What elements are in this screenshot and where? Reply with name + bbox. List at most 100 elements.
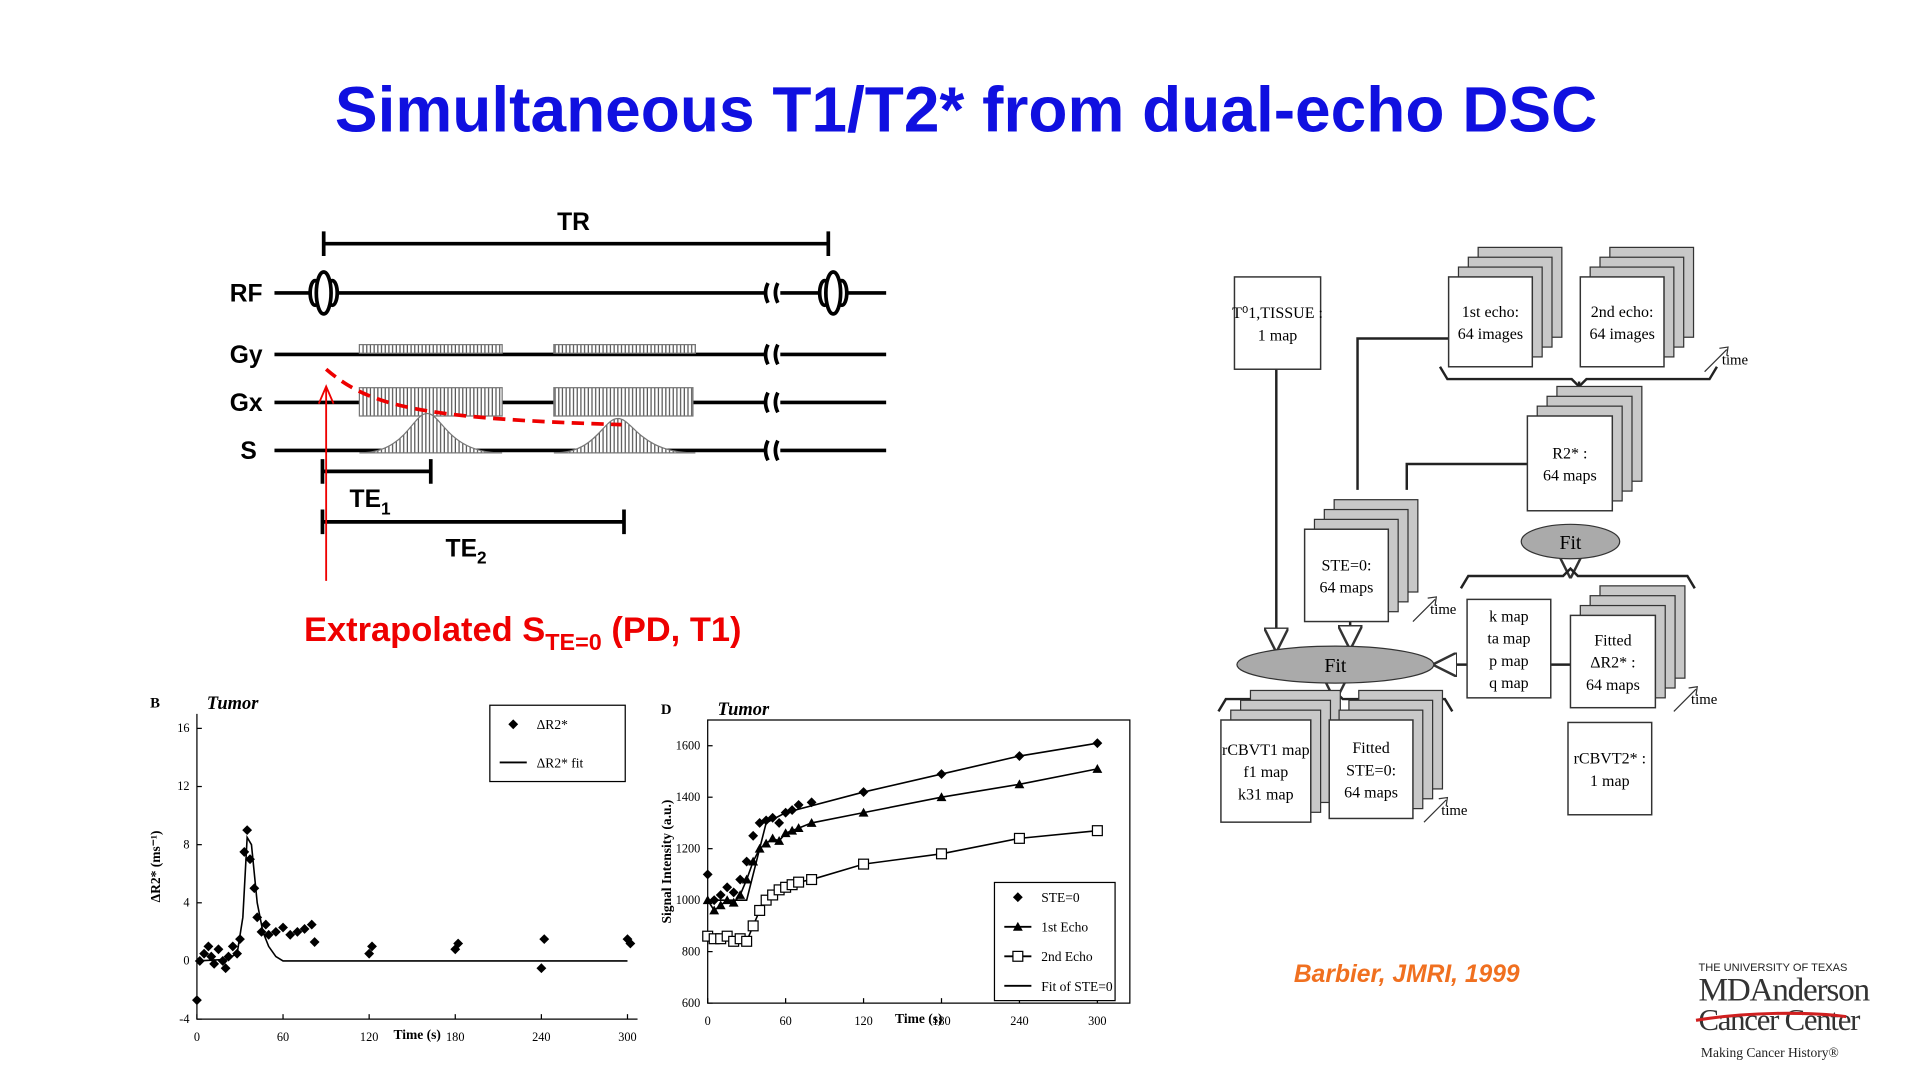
legend-box	[489, 704, 626, 783]
node-box	[1526, 415, 1614, 512]
x-axis-label: Time (s)	[394, 1027, 441, 1043]
marker	[260, 919, 271, 930]
te1-bar	[320, 459, 433, 484]
node-text: rCBVT1 map	[1222, 742, 1310, 759]
extrapolation-arrow	[317, 384, 335, 581]
timelines	[274, 291, 887, 453]
panel-label: B	[150, 696, 160, 712]
charts: B Tumor 0 60 120 180 240 300 -4 0 4 8 12 16 Time (s) ΔR…	[148, 693, 1131, 1044]
x-tick-label: 300	[1088, 1014, 1106, 1028]
y-axis-label: Signal Intensity (a.u.)	[659, 800, 675, 924]
series-line	[196, 834, 628, 962]
x-tick-label: 60	[277, 1030, 289, 1044]
node-text: 64 maps	[1344, 785, 1398, 802]
node-text: k map	[1489, 609, 1529, 626]
x-tick-label: 240	[1010, 1014, 1028, 1028]
node-text: STE=0:	[1346, 762, 1396, 779]
node-text: p map	[1489, 653, 1529, 670]
marker	[747, 920, 759, 932]
marker	[936, 792, 947, 802]
legend-label: ΔR2*	[537, 717, 568, 732]
marker	[203, 941, 214, 952]
y-tick-label: 800	[682, 944, 700, 958]
y-tick-label: 0	[183, 954, 189, 968]
marker	[213, 944, 224, 955]
marker	[728, 897, 739, 907]
logo-top: THE UNIVERSITY OF TEXAS	[1698, 962, 1847, 974]
echo	[553, 417, 696, 454]
fit-ellipse	[1236, 645, 1435, 684]
plot-title: Tumor	[718, 699, 770, 719]
te2-main: TE	[446, 535, 477, 562]
gy-label: Gy	[230, 342, 263, 369]
marker	[539, 934, 550, 945]
te2-sub: 2	[477, 548, 487, 568]
rf-label: RF	[230, 281, 263, 308]
axis	[707, 719, 1131, 1004]
sequence-diagram: TR RF Gy Gx S TE1 TE2	[230, 209, 590, 568]
rf-pulse	[314, 270, 333, 316]
marker	[299, 924, 310, 934]
y-axis-label: ΔR2* (ms⁻¹)	[148, 831, 164, 903]
series-line	[707, 742, 1098, 901]
node-box	[1569, 614, 1657, 709]
annotation-main: Extrapolated S	[304, 611, 545, 649]
rf-pulses	[308, 270, 849, 316]
plot: B Tumor 0 60 120 180 240 300 -4 0 4 8 12 16 Time (s) ΔR…	[148, 693, 638, 1044]
marker	[1092, 763, 1103, 773]
node-box	[1303, 528, 1390, 623]
fit-label: Fit	[1560, 532, 1582, 554]
x-tick-label: 0	[705, 1014, 711, 1028]
node-box	[1233, 276, 1322, 370]
marker	[453, 938, 464, 949]
marker	[748, 830, 759, 841]
x-tick-label: 120	[854, 1014, 872, 1028]
marker	[206, 951, 217, 962]
time-label: time	[1691, 692, 1718, 708]
marker	[741, 935, 753, 947]
break-marks	[763, 282, 780, 462]
marker	[787, 805, 798, 815]
marker	[774, 818, 785, 828]
marker	[285, 929, 296, 940]
flowchart: T⁰1,TISSUE : 1 map 1st echo: 64 images 2nd e…	[1220, 246, 1749, 823]
y-tick-label: 4	[183, 895, 189, 909]
x-tick-label: 0	[194, 1030, 200, 1044]
logo-tagline: Making Cancer History®	[1701, 1045, 1839, 1060]
legend-box	[993, 881, 1116, 1002]
marker	[722, 882, 733, 893]
logo-sub: Cancer Center	[1698, 1003, 1860, 1037]
te1-sub: 1	[381, 498, 391, 518]
node-box	[1328, 719, 1414, 820]
fit-ellipse	[1520, 523, 1621, 560]
time-arrow	[1423, 796, 1449, 823]
node-text: 2nd echo:	[1591, 304, 1654, 321]
marker	[536, 963, 547, 974]
marker	[761, 838, 772, 848]
legend-label: STE=0	[1041, 890, 1080, 905]
connector	[1405, 462, 1528, 490]
legend-label: 2nd Echo	[1041, 949, 1093, 964]
gradients	[358, 344, 696, 454]
marker	[709, 905, 720, 915]
node-box	[1579, 276, 1665, 368]
marker	[217, 956, 228, 966]
legend-label: Fit of STE=0	[1041, 979, 1113, 994]
marker	[1013, 832, 1025, 844]
y-tick-label: 1600	[676, 738, 701, 752]
legend-marker	[508, 719, 519, 730]
marker	[735, 890, 746, 899]
fit-label: Fit	[1324, 655, 1346, 677]
marker	[292, 926, 303, 937]
marker	[278, 922, 288, 933]
node-text: T⁰1,TISSUE :	[1232, 305, 1323, 322]
marker	[622, 934, 633, 945]
node-box	[1466, 598, 1552, 699]
node-text: 64 maps	[1543, 468, 1597, 485]
x-tick-label: 180	[446, 1030, 464, 1044]
marker	[209, 958, 220, 969]
gy-block	[358, 344, 503, 354]
y-tick-label: 8	[183, 837, 189, 851]
